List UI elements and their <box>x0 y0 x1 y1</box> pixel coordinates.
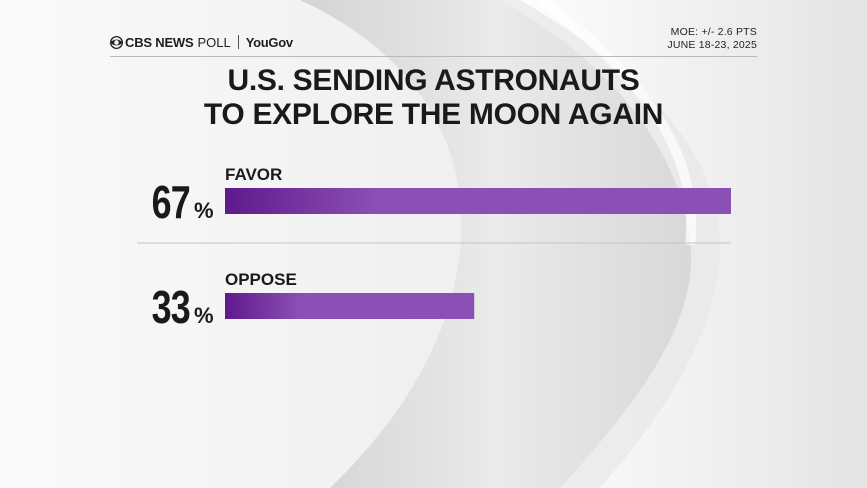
chart-title-line-1: U.S. SENDING ASTRONAUTS <box>227 64 640 97</box>
chart-title: U.S. SENDING ASTRONAUTS TO EXPLORE THE M… <box>0 64 867 132</box>
category-label: OPPOSE <box>225 270 297 289</box>
brand-cbs-news: CBS NEWS <box>125 34 194 50</box>
chart-title-line-2: TO EXPLORE THE MOON AGAIN <box>203 98 664 131</box>
percent-sign: % <box>194 198 214 223</box>
category-label: FAVOR <box>225 165 282 184</box>
poll-meta: MOE: +/- 2.6 PTS JUNE 18-23, 2025 <box>667 26 757 52</box>
bar <box>225 188 731 214</box>
poll-dates: JUNE 18-23, 2025 <box>667 39 757 51</box>
percent-sign: % <box>194 303 214 328</box>
bar <box>225 293 475 319</box>
cbs-eye-icon <box>110 35 123 49</box>
value-label: 33 <box>152 282 190 333</box>
brand-yougov: YouGov <box>245 34 293 50</box>
margin-of-error: MOE: +/- 2.6 PTS <box>670 26 757 38</box>
header-rule <box>110 56 757 57</box>
header-logo: CBS NEWS POLL YouGov <box>110 33 293 51</box>
value-label: 67 <box>152 177 190 228</box>
brand-divider <box>237 35 239 49</box>
brand-poll: POLL <box>197 34 231 50</box>
